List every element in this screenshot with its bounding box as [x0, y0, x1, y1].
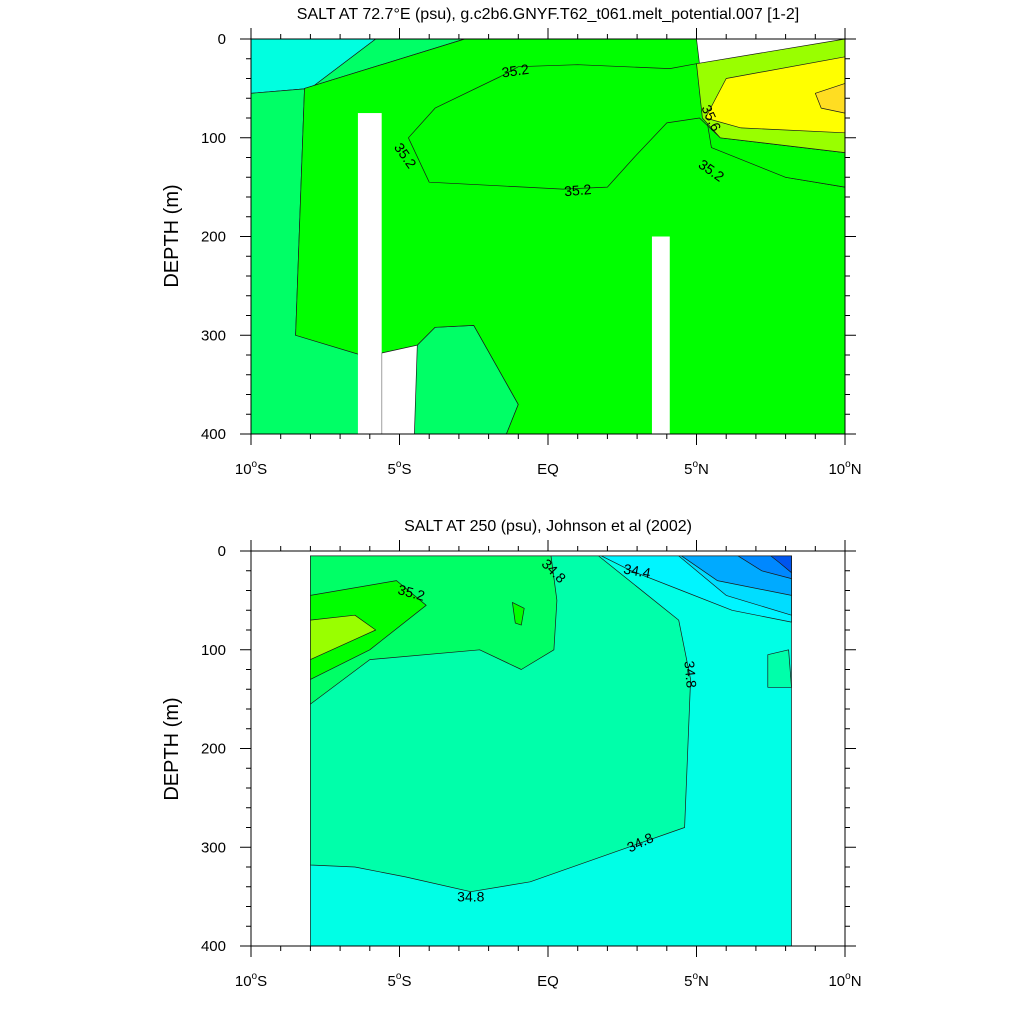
contour-label: 34.8 — [457, 889, 484, 905]
x-tick-label: 5oN — [684, 971, 709, 990]
y-tick-label: 100 — [201, 130, 226, 147]
x-tick-label: EQ — [537, 461, 559, 478]
salinity-region — [512, 602, 525, 626]
contour-label-text: 34.4 — [622, 561, 652, 582]
masked-column — [651, 236, 670, 434]
x-tick-label: 10oN — [828, 459, 861, 478]
x-tick-label: 10oN — [828, 971, 861, 990]
x-tick-label: 5oS — [388, 459, 412, 478]
panel-title: SALT AT 72.7°E (psu), g.c2b6.GNYF.T62_t0… — [297, 6, 799, 23]
contour-label: 35.2 — [396, 581, 427, 604]
y-tick-label: 300 — [201, 327, 226, 344]
salinity-region — [767, 649, 792, 688]
y-axis-label: DEPTH (m) — [161, 697, 183, 800]
panel-observed-salinity: SALT AT 250 (psu), Johnson et al (2002) … — [161, 518, 862, 990]
x-tick-label: EQ — [537, 973, 559, 990]
y-tick-label: 300 — [201, 839, 226, 856]
y-tick-label: 200 — [201, 741, 226, 758]
y-tick-label: 400 — [201, 426, 226, 443]
plot-area: 34.835.234.434.834.834.8010020030040010o… — [201, 540, 862, 990]
y-tick-label: 0 — [218, 543, 226, 560]
y-tick-label: 400 — [201, 938, 226, 955]
contour-label-text: 35.2 — [563, 181, 592, 199]
contour-label: 35.2 — [501, 61, 530, 81]
contour-label-text: 34.8 — [681, 660, 699, 689]
contour-label-text: 35.2 — [501, 61, 530, 81]
contour-label: 35.2 — [563, 181, 592, 199]
contour-label-text: 34.8 — [457, 889, 484, 905]
masked-column — [357, 113, 382, 434]
salinity-region — [705, 56, 846, 134]
x-tick-label: 5oN — [684, 459, 709, 478]
x-tick-label: 5oS — [388, 971, 412, 990]
panel-title: SALT AT 250 (psu), Johnson et al (2002) — [404, 518, 692, 535]
x-tick-label: 10oS — [235, 971, 267, 990]
salinity-region — [310, 614, 377, 660]
y-axis-label: DEPTH (m) — [161, 184, 183, 287]
y-tick-label: 0 — [218, 31, 226, 48]
contour-label-text: 35.2 — [396, 581, 427, 604]
y-tick-label: 100 — [201, 642, 226, 659]
salinity-region — [770, 555, 792, 574]
contour-label: 34.8 — [681, 660, 699, 689]
y-tick-label: 200 — [201, 229, 226, 246]
contour-label: 34.4 — [622, 561, 652, 582]
x-tick-label: 10oS — [235, 459, 267, 478]
panel-model-salinity: SALT AT 72.7°E (psu), g.c2b6.GNYF.T62_t0… — [161, 6, 862, 478]
